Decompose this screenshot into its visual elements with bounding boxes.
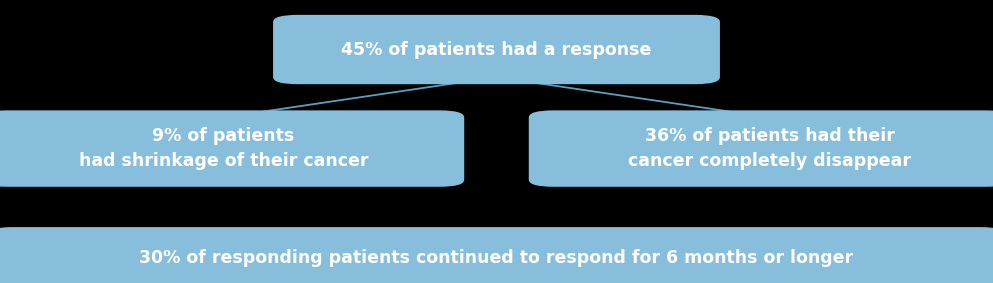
FancyBboxPatch shape: [273, 15, 720, 84]
FancyBboxPatch shape: [0, 110, 464, 187]
Text: 9% of patients
had shrinkage of their cancer: 9% of patients had shrinkage of their ca…: [78, 127, 368, 170]
Text: 45% of patients had a response: 45% of patients had a response: [342, 40, 651, 59]
Text: 30% of responding patients continued to respond for 6 months or longer: 30% of responding patients continued to …: [139, 248, 854, 267]
Text: 36% of patients had their
cancer completely disappear: 36% of patients had their cancer complet…: [629, 127, 911, 170]
FancyBboxPatch shape: [528, 110, 993, 187]
FancyBboxPatch shape: [0, 227, 993, 283]
